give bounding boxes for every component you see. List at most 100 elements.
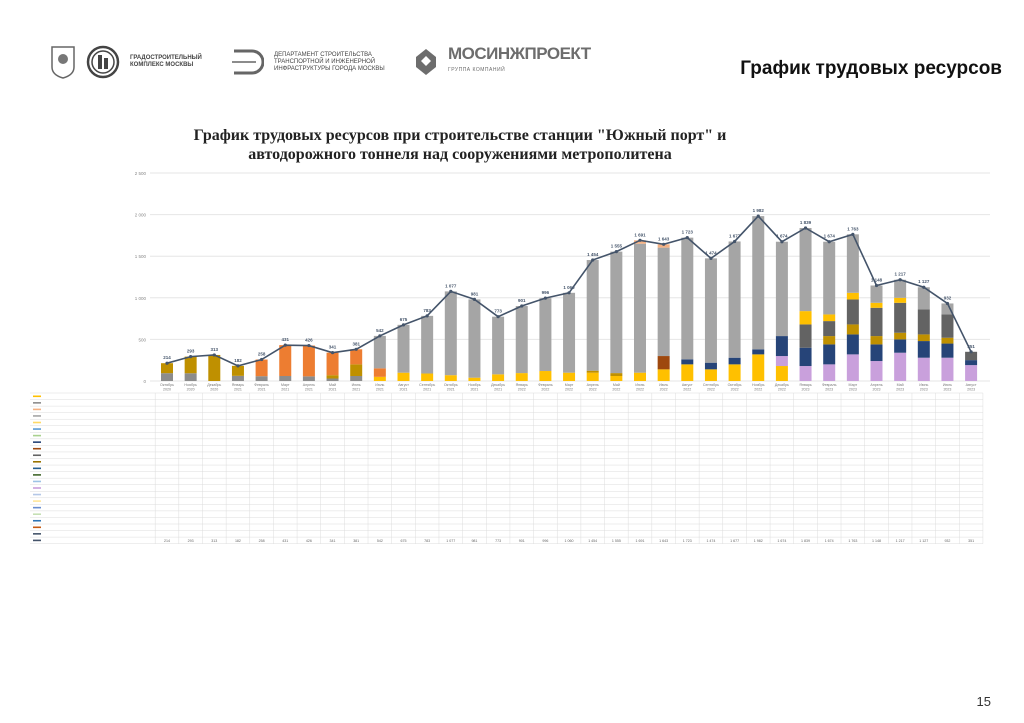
total-data-label: 182 <box>234 358 242 363</box>
x-tick-label: 2021 <box>305 388 313 392</box>
legend-swatch <box>33 434 41 437</box>
bar-segment <box>799 347 812 367</box>
x-tick-label: Июнь <box>919 383 928 387</box>
total-data-label: 1 691 <box>634 232 646 237</box>
total-data-label: 1 723 <box>682 230 694 235</box>
table-total-cell: 1 060 <box>565 539 574 543</box>
bar-segment <box>894 279 907 298</box>
x-tick-label: 2021 <box>400 388 408 392</box>
x-tick-label: 2020 <box>163 388 171 392</box>
table-total-cell: 214 <box>164 539 170 543</box>
bar-segment <box>586 370 599 373</box>
x-tick-label: Август <box>966 383 977 387</box>
total-point <box>189 355 193 359</box>
chart-title: График трудовых ресурсов при строительст… <box>193 127 727 163</box>
bar-segment <box>515 373 528 381</box>
total-point <box>756 214 760 218</box>
x-tick-label: 2022 <box>636 388 644 392</box>
x-tick-label: Май <box>897 383 904 387</box>
table-total-cell: 1 127 <box>919 539 928 543</box>
total-data-label: 901 <box>518 298 526 303</box>
bar-segment <box>610 251 623 374</box>
total-point <box>212 353 216 357</box>
total-data-label: 981 <box>471 291 479 296</box>
x-tick-label: 2021 <box>352 388 360 392</box>
bar-segment <box>302 345 315 377</box>
slide-title: График трудовых ресурсов <box>740 58 1002 79</box>
total-point <box>354 347 358 351</box>
bar-segment <box>823 241 836 315</box>
bar-segment <box>350 349 363 365</box>
total-point <box>898 278 902 282</box>
table-total-cell: 675 <box>401 539 407 543</box>
bar-segment <box>444 291 457 376</box>
x-tick-label: 2022 <box>565 388 573 392</box>
x-tick-label: Июль <box>659 383 668 387</box>
x-tick-label: Март <box>281 383 290 387</box>
y-tick-label: 0 <box>143 379 146 384</box>
x-tick-label: 2023 <box>873 388 881 392</box>
bar-segment <box>610 376 623 381</box>
bar-segment <box>515 306 528 374</box>
legend-swatch <box>33 480 41 483</box>
x-tick-label: 2021 <box>494 388 502 392</box>
x-tick-label: 2020 <box>187 388 195 392</box>
bar-segment <box>586 260 599 371</box>
bar-segment <box>681 237 694 360</box>
total-point <box>803 226 808 230</box>
bar-segment <box>279 376 292 381</box>
bar-segment <box>468 299 481 378</box>
x-tick-label: Март <box>849 383 858 387</box>
total-data-label: 932 <box>944 295 952 300</box>
x-tick-label: Апрель <box>303 383 315 387</box>
total-data-label: 773 <box>494 309 502 314</box>
bar-segment <box>444 375 457 381</box>
total-point <box>378 334 382 338</box>
y-tick-label: 1 500 <box>135 254 147 259</box>
x-tick-label: 2022 <box>612 388 620 392</box>
x-tick-label: Декабрь <box>491 383 505 387</box>
bar-segment <box>681 364 694 381</box>
y-tick-label: 2 000 <box>135 213 147 218</box>
total-point <box>472 297 477 301</box>
table-total-cell: 341 <box>330 539 336 543</box>
x-tick-label: Январь <box>799 383 811 387</box>
bar-segment <box>681 359 694 365</box>
bar-segment <box>752 349 765 355</box>
legend-swatch <box>33 421 41 424</box>
table-total-cell: 1 691 <box>636 539 645 543</box>
bar-segment <box>350 364 363 377</box>
bar-segment <box>870 302 883 308</box>
bar-segment <box>373 335 386 369</box>
bar-segment <box>184 373 197 381</box>
total-data-label: 1 839 <box>800 220 812 225</box>
x-tick-label: Январь <box>516 383 528 387</box>
table-total-cell: 996 <box>542 539 548 543</box>
gradostroitelny-logo-icon <box>86 45 120 79</box>
bar-segment <box>326 375 339 379</box>
total-point <box>307 343 311 348</box>
total-point <box>945 301 950 306</box>
total-point <box>851 232 855 236</box>
total-point <box>638 238 642 242</box>
bar-segment <box>468 377 481 381</box>
total-point <box>449 289 453 293</box>
bar-segment <box>846 324 859 335</box>
legend-swatch <box>33 526 41 529</box>
x-tick-label: Июль <box>375 383 384 387</box>
total-data-label: 996 <box>542 290 550 295</box>
x-tick-label: 2022 <box>731 388 739 392</box>
total-data-label: 675 <box>400 317 408 322</box>
table-total-cell: 1 763 <box>848 539 857 543</box>
logo3-name: МОСИНЖПРОЕКТ <box>448 44 591 63</box>
x-tick-label: 2021 <box>447 388 455 392</box>
table-total-cell: 351 <box>968 539 974 543</box>
bar-segment <box>704 369 717 381</box>
bar-segment <box>870 285 883 303</box>
total-point <box>780 240 784 244</box>
total-data-label: 381 <box>352 341 360 346</box>
table-total-cell: 426 <box>306 539 312 543</box>
bar-segment <box>846 334 859 355</box>
total-point <box>685 236 689 240</box>
bar-segment <box>634 243 646 373</box>
